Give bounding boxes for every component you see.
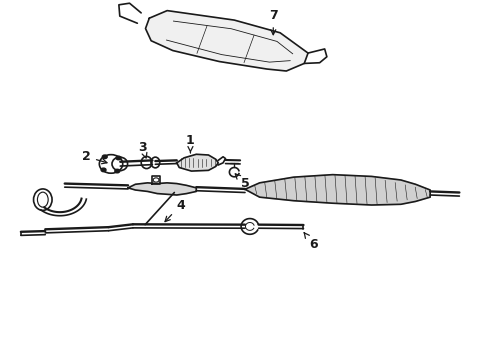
Text: 6: 6 — [304, 233, 318, 251]
Text: 5: 5 — [235, 174, 249, 190]
Polygon shape — [177, 154, 218, 171]
Polygon shape — [245, 175, 430, 205]
Text: 3: 3 — [138, 141, 147, 158]
Text: 4: 4 — [165, 198, 185, 222]
Circle shape — [116, 156, 121, 160]
Circle shape — [102, 155, 107, 159]
Circle shape — [115, 169, 120, 173]
Circle shape — [101, 168, 106, 172]
Text: 2: 2 — [82, 150, 107, 164]
Text: 7: 7 — [269, 9, 278, 35]
Polygon shape — [146, 10, 308, 71]
Polygon shape — [128, 183, 196, 195]
Text: 1: 1 — [186, 134, 195, 153]
